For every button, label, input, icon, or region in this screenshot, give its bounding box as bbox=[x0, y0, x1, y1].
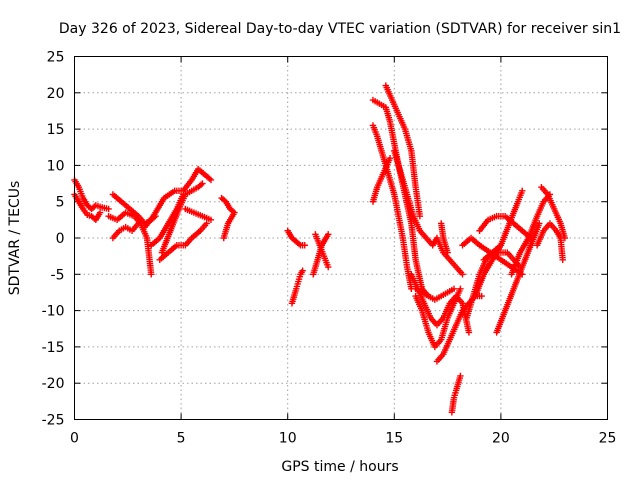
data-point bbox=[203, 220, 210, 227]
y-tick-label: -10 bbox=[42, 304, 65, 320]
x-axis-label: GPS time / hours bbox=[281, 459, 398, 475]
data-point bbox=[135, 220, 142, 227]
y-tick-label: -15 bbox=[42, 340, 65, 356]
data-point bbox=[444, 249, 451, 256]
series-arc-34 bbox=[533, 220, 566, 263]
series-arc-13 bbox=[288, 267, 306, 307]
series-arc-17 bbox=[382, 82, 424, 220]
data-point bbox=[96, 209, 104, 216]
y-tick-label: 10 bbox=[47, 158, 65, 174]
series-arc-8 bbox=[158, 180, 206, 256]
y-tick-label: 20 bbox=[47, 86, 65, 102]
data-point bbox=[301, 242, 308, 249]
data-point bbox=[465, 329, 473, 336]
series-arc-26 bbox=[448, 372, 464, 416]
data-point bbox=[299, 267, 306, 274]
series-arc-1 bbox=[71, 176, 112, 213]
data-point bbox=[105, 205, 112, 213]
series-arc-15 bbox=[310, 231, 332, 278]
data-point bbox=[559, 256, 566, 263]
series-arc-12 bbox=[284, 227, 308, 249]
data-point bbox=[478, 292, 485, 300]
data-points bbox=[71, 82, 569, 416]
y-tick-label: 15 bbox=[47, 122, 65, 138]
data-point bbox=[207, 216, 215, 224]
data-point bbox=[457, 372, 464, 380]
data-point bbox=[416, 213, 424, 220]
series-arc-24 bbox=[412, 285, 458, 303]
data-point bbox=[325, 263, 332, 271]
plot-frame bbox=[74, 56, 608, 420]
x-tick-label: 25 bbox=[599, 431, 617, 447]
y-tick-label: 5 bbox=[56, 195, 65, 211]
series-arc-6 bbox=[141, 165, 215, 231]
series-arc-22 bbox=[412, 285, 464, 351]
data-point bbox=[561, 234, 569, 242]
data-point bbox=[325, 231, 332, 238]
data-point bbox=[386, 154, 394, 162]
series-arc-20 bbox=[391, 147, 466, 278]
x-tick-label: 0 bbox=[70, 431, 79, 447]
series-arc-25 bbox=[438, 220, 451, 256]
data-point bbox=[220, 234, 227, 242]
chart-title: Day 326 of 2023, Sidereal Day-to-day VTE… bbox=[59, 21, 621, 37]
data-point bbox=[197, 181, 205, 188]
data-point bbox=[450, 285, 458, 293]
data-point bbox=[148, 271, 155, 278]
series-arc-10 bbox=[182, 205, 215, 224]
y-axis-label: SDTVAR / TECUs bbox=[7, 181, 23, 296]
y-tick-label: 25 bbox=[47, 50, 65, 66]
x-tick-label: 10 bbox=[279, 431, 297, 447]
y-tick-label: -25 bbox=[42, 413, 65, 429]
series-arc-30 bbox=[476, 213, 534, 242]
y-tick-label: -20 bbox=[42, 376, 65, 392]
data-point bbox=[519, 187, 526, 195]
data-point bbox=[457, 285, 464, 293]
series-arc-19 bbox=[369, 154, 394, 205]
x-tick-label: 20 bbox=[492, 431, 510, 447]
series-arc-2 bbox=[71, 191, 104, 224]
data-point bbox=[199, 180, 206, 187]
series-arc-9 bbox=[156, 220, 210, 263]
series-arc-35 bbox=[538, 183, 569, 242]
data-point bbox=[206, 175, 213, 182]
data-point bbox=[207, 176, 215, 184]
series-arc-11 bbox=[218, 194, 238, 242]
y-tick-label: -5 bbox=[51, 267, 65, 283]
series-arc-5 bbox=[109, 220, 142, 242]
data-point bbox=[459, 271, 466, 278]
x-tick-label: 15 bbox=[385, 431, 403, 447]
x-tick-label: 5 bbox=[177, 431, 186, 447]
y-tick-label: 0 bbox=[56, 231, 65, 247]
data-point bbox=[295, 240, 303, 248]
